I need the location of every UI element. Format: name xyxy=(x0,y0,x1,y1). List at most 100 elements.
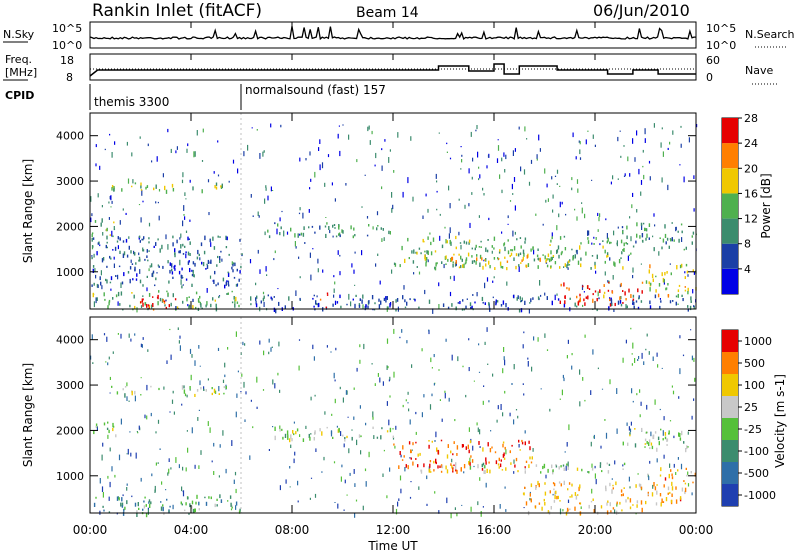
power-cell xyxy=(645,280,648,284)
power-echo xyxy=(217,140,219,143)
velocity-echo xyxy=(147,508,149,515)
velocity-cell xyxy=(530,498,532,503)
power-echo xyxy=(256,129,258,131)
velocity-cell xyxy=(148,499,151,503)
power-cell xyxy=(617,300,620,305)
power-echo xyxy=(631,204,633,209)
velocity-cell xyxy=(211,392,213,396)
power-cell xyxy=(455,306,457,311)
velocity-cell xyxy=(486,468,488,473)
power-cell xyxy=(621,226,624,229)
velocity-echo xyxy=(172,390,174,394)
velocity-echo xyxy=(334,379,336,382)
velocity-echo xyxy=(628,476,630,482)
velocity-echo xyxy=(324,411,326,415)
power-echo xyxy=(403,285,405,290)
velocity-cell xyxy=(530,483,533,488)
power-echo xyxy=(162,173,164,178)
power-cell xyxy=(593,243,595,245)
velocity-echo xyxy=(237,370,239,373)
velocity-cell xyxy=(191,500,194,505)
power-echo xyxy=(182,172,184,178)
power-cell xyxy=(641,290,643,294)
velocity-echo xyxy=(359,344,361,348)
power-echo xyxy=(597,291,599,297)
velocity-echo xyxy=(91,334,93,340)
velocity-echo xyxy=(199,365,201,367)
power-cell xyxy=(161,244,163,250)
velocity-cell xyxy=(392,435,394,438)
power-echo xyxy=(377,253,379,256)
velocity-colorbar-tick-label: -500 xyxy=(744,467,769,480)
power-cell xyxy=(227,272,230,277)
velocity-cell xyxy=(192,509,195,514)
power-echo xyxy=(338,125,340,127)
velocity-echo xyxy=(250,399,252,402)
power-cell xyxy=(524,237,527,241)
velocity-cell xyxy=(667,486,670,491)
power-cell xyxy=(213,279,215,284)
power-colorbar-swatch xyxy=(722,143,738,169)
velocity-echo xyxy=(679,368,681,375)
power-cell xyxy=(148,237,150,240)
velocity-cell xyxy=(660,502,662,507)
velocity-cell xyxy=(629,498,632,503)
velocity-cell xyxy=(606,462,608,465)
power-echo xyxy=(202,128,204,133)
power-cell xyxy=(620,239,623,244)
power-echo xyxy=(218,295,221,297)
power-cell xyxy=(650,282,652,286)
velocity-echo xyxy=(272,379,274,385)
power-cell xyxy=(619,299,622,304)
power-cell xyxy=(92,268,94,273)
power-cell xyxy=(121,188,123,192)
power-cell xyxy=(682,298,684,302)
velocity-echo xyxy=(409,419,411,425)
velocity-echo xyxy=(565,465,567,471)
power-cell xyxy=(235,284,238,287)
power-cell xyxy=(436,262,438,265)
velocity-echo xyxy=(594,473,596,479)
power-cell xyxy=(517,253,520,257)
power-cell xyxy=(340,305,342,309)
xtick-label: 12:00 xyxy=(376,523,411,537)
velocity-cell xyxy=(681,430,683,436)
velocity-echo xyxy=(168,468,170,474)
power-cell xyxy=(537,265,539,269)
velocity-echo xyxy=(687,471,689,475)
power-cell xyxy=(525,264,527,268)
power-echo xyxy=(156,156,158,162)
velocity-cell xyxy=(574,492,577,496)
power-cell xyxy=(123,272,125,277)
power-cell xyxy=(138,259,140,262)
power-cell xyxy=(560,283,562,287)
velocity-echo xyxy=(227,500,229,502)
velocity-echo xyxy=(590,441,592,447)
velocity-cell xyxy=(429,463,431,468)
power-echo xyxy=(364,174,366,176)
power-echo xyxy=(318,147,320,151)
velocity-echo xyxy=(207,421,209,426)
power-echo xyxy=(632,192,634,197)
velocity-echo xyxy=(392,437,395,440)
velocity-cell xyxy=(112,427,114,432)
velocity-cell xyxy=(433,460,435,464)
power-echo xyxy=(310,178,312,182)
power-cell xyxy=(563,235,566,238)
velocity-cell xyxy=(116,391,119,395)
power-cell xyxy=(107,305,109,309)
velocity-echo xyxy=(154,485,156,492)
velocity-echo xyxy=(671,385,673,388)
velocity-echo xyxy=(341,464,343,468)
velocity-echo xyxy=(388,419,390,426)
power-echo xyxy=(91,255,93,257)
power-cell xyxy=(388,230,390,235)
velocity-echo xyxy=(309,497,311,500)
velocity-cell xyxy=(605,487,607,492)
power-cell xyxy=(465,257,468,261)
power-echo xyxy=(648,160,651,164)
velocity-echo xyxy=(434,440,436,442)
power-cell xyxy=(579,297,581,302)
power-echo xyxy=(487,154,490,158)
